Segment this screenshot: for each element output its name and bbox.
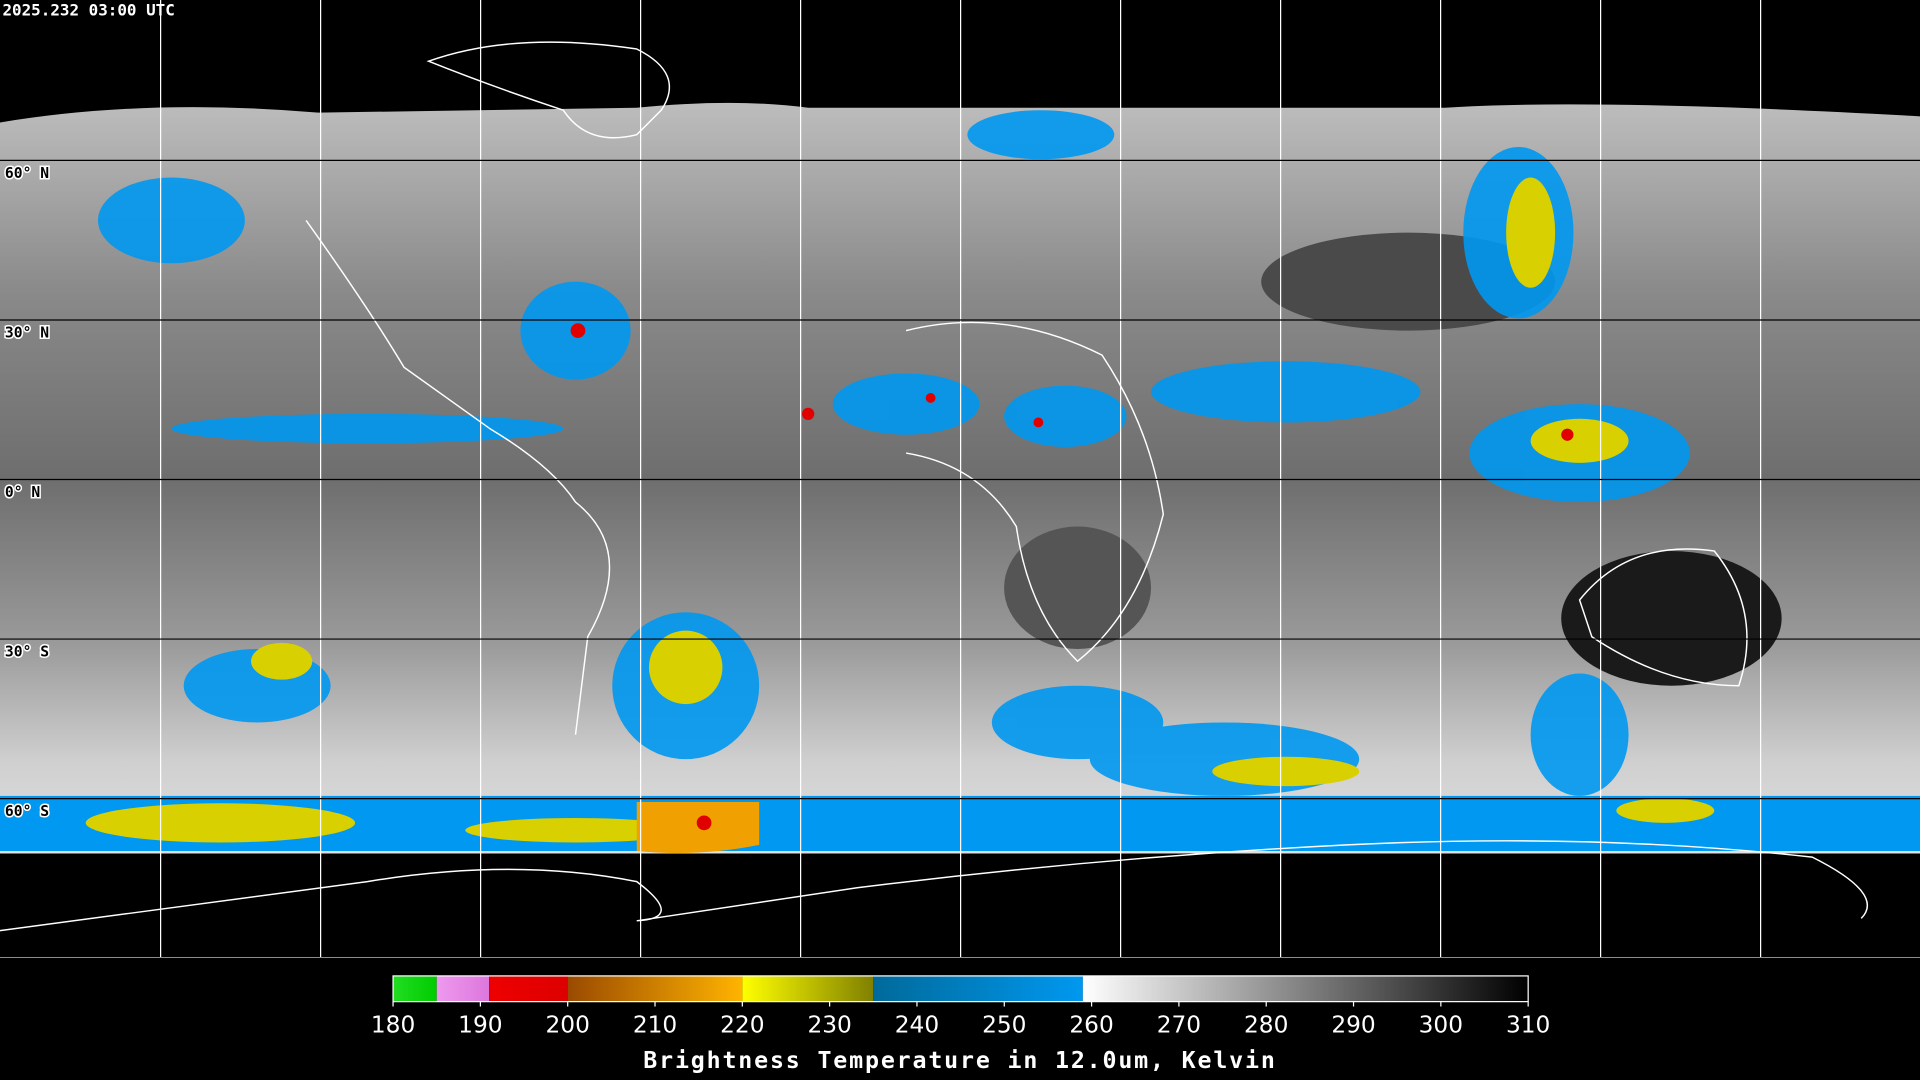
latitude-label: 30° S — [5, 644, 49, 661]
colorbar-tick-label: 240 — [895, 1012, 939, 1039]
colorbar-tick-label: 250 — [982, 1012, 1026, 1039]
latitude-label: 60° N — [5, 165, 49, 182]
colorbar-frame — [392, 975, 1529, 1003]
colorbar-segment — [489, 975, 568, 1002]
latitude-label: 30° N — [5, 324, 49, 341]
colorbar-tick-label: 190 — [458, 1012, 502, 1039]
colorbar-segment — [1082, 975, 1529, 1002]
colorbar-tick-label: 280 — [1244, 1012, 1288, 1039]
colorbar-tick-label: 270 — [1157, 1012, 1201, 1039]
colorbar-segment — [393, 975, 437, 1002]
colorbar-tick-label: 200 — [545, 1012, 589, 1039]
colorbar-segment — [567, 975, 743, 1002]
colorbar-tick-label: 300 — [1419, 1012, 1463, 1039]
latitude-label: 0° N — [5, 484, 40, 501]
colorbar-segment — [436, 975, 490, 1002]
colorbar-tick-label: 180 — [371, 1012, 415, 1039]
colorbar-tick-label: 290 — [1331, 1012, 1375, 1039]
colorbar-tick-label: 310 — [1506, 1012, 1550, 1039]
timestamp: 2025.232 03:00 UTC — [2, 1, 174, 20]
colorbar-title: Brightness Temperature in 12.0um, Kelvin — [643, 1047, 1276, 1074]
colorbar-segment — [873, 975, 1083, 1002]
latitude-label: 60° S — [5, 803, 49, 820]
colorbar-tick-label: 230 — [807, 1012, 851, 1039]
colorbar: 180 190 200 210 220 230 240 250 260 270 280 290 300 3… — [371, 975, 1550, 1039]
colorbar-tick-label: 220 — [720, 1012, 764, 1039]
colorbar-tick-label: 210 — [633, 1012, 677, 1039]
colorbar-segment — [742, 975, 874, 1002]
coastlines — [0, 41, 1869, 932]
colorbar-tick-label: 260 — [1069, 1012, 1113, 1039]
